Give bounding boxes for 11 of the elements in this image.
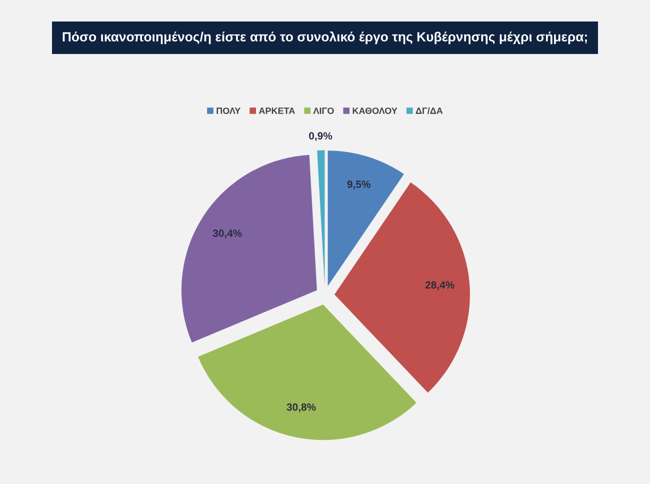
legend-label: ΔΓ/ΔΑ	[416, 107, 443, 114]
data-label: 28,4%	[425, 281, 454, 290]
data-label: 30,8%	[286, 403, 316, 412]
chart-title: Πόσο ικανοποιημένος/η είστε από το συνολικό έργο της Κυβέρνησης μέχρι σήμερα;	[62, 31, 587, 44]
legend-label: ΛΙΓΟ	[313, 108, 334, 114]
data-label: 30,4%	[212, 230, 242, 238]
legend-label: ΑΡΚΕΤΑ	[258, 108, 295, 114]
legend-label: ΚΑΘΟΛΟΥ	[352, 108, 398, 114]
data-label: 9,5%	[347, 180, 370, 190]
data-label: 0,9%	[309, 132, 332, 142]
legend-label: ΠΟΛΥ	[216, 108, 240, 114]
